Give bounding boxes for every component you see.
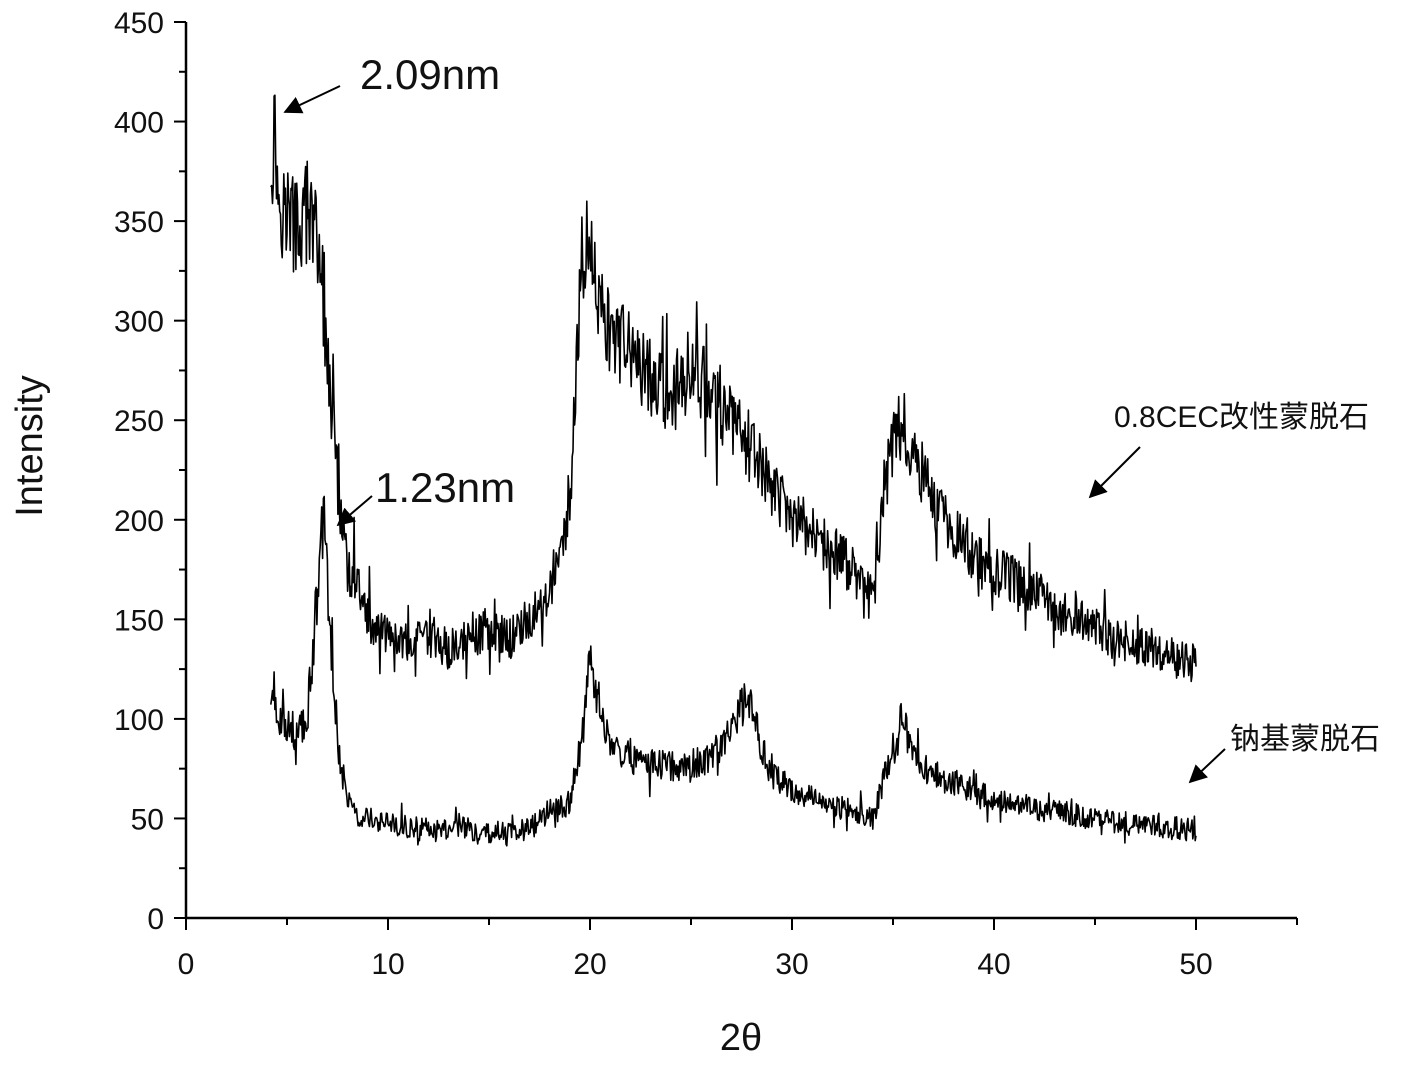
annotation-2-09nm: 2.09nm: [360, 51, 500, 98]
y-tick-label: 350: [114, 206, 164, 239]
x-tick-label: 40: [977, 948, 1010, 981]
y-tick-label: 250: [114, 405, 164, 438]
legend-label-modified: 0.8CEC改性蒙脱石: [1114, 401, 1369, 434]
series-line: [270, 495, 1197, 847]
y-axis-title: Intensity: [9, 375, 51, 517]
x-tick-label: 30: [775, 948, 808, 981]
legend-arrow-sodium: [1188, 748, 1226, 784]
x-axis-ticks: 0 10 20 30 40 50: [178, 918, 1298, 981]
y-tick-label: 100: [114, 704, 164, 737]
y-axis-ticks: 0 50 100 150 200 250 300 350 400 450: [114, 7, 186, 936]
annotation-1-23nm-arrow: [336, 495, 373, 527]
axes: [184, 22, 1297, 920]
x-tick-label: 0: [178, 948, 195, 981]
y-tick-label: 400: [114, 107, 164, 140]
x-axis-title: 2θ: [720, 1017, 762, 1059]
legend-label-sodium: 钠基蒙脱石: [1230, 723, 1380, 756]
legend-arrow-modified: [1088, 446, 1141, 499]
y-tick-label: 300: [114, 306, 164, 339]
x-tick-label: 20: [573, 948, 606, 981]
series-line: [270, 94, 1197, 683]
y-tick-label: 150: [114, 604, 164, 637]
annotation-2-09nm-arrow: [283, 85, 341, 114]
y-tick-label: 50: [131, 803, 164, 836]
x-tick-label: 10: [371, 948, 404, 981]
annotation-1-23nm: 1.23nm: [375, 464, 515, 511]
y-tick-label: 450: [114, 7, 164, 40]
series-layer: [270, 94, 1197, 847]
x-tick-label: 50: [1179, 948, 1212, 981]
y-tick-label: 0: [147, 903, 164, 936]
y-tick-label: 200: [114, 505, 164, 538]
